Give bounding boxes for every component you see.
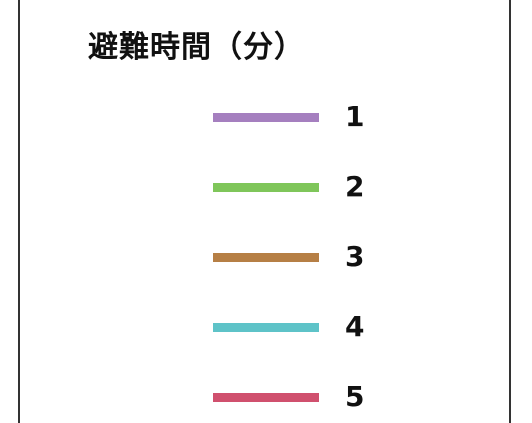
- legend-item-5: 5: [20, 377, 509, 417]
- legend-swatch-4: [213, 323, 319, 332]
- legend-label-2: 2: [345, 170, 365, 203]
- legend-item-1: 1: [20, 97, 509, 137]
- legend-swatch-3: [213, 253, 319, 262]
- legend-item-4: 4: [20, 307, 509, 347]
- legend-label-1: 1: [345, 100, 365, 133]
- legend-swatch-5: [213, 393, 319, 402]
- legend-swatch-1: [213, 113, 319, 122]
- legend-item-2: 2: [20, 167, 509, 207]
- legend-panel: 避難時間（分） 1 2 3 4 5: [18, 0, 511, 423]
- legend-item-3: 3: [20, 237, 509, 277]
- legend-label-4: 4: [345, 310, 365, 343]
- legend-label-5: 5: [345, 380, 365, 413]
- legend-title: 避難時間（分）: [88, 30, 305, 65]
- legend-label-3: 3: [345, 240, 365, 273]
- legend-swatch-2: [213, 183, 319, 192]
